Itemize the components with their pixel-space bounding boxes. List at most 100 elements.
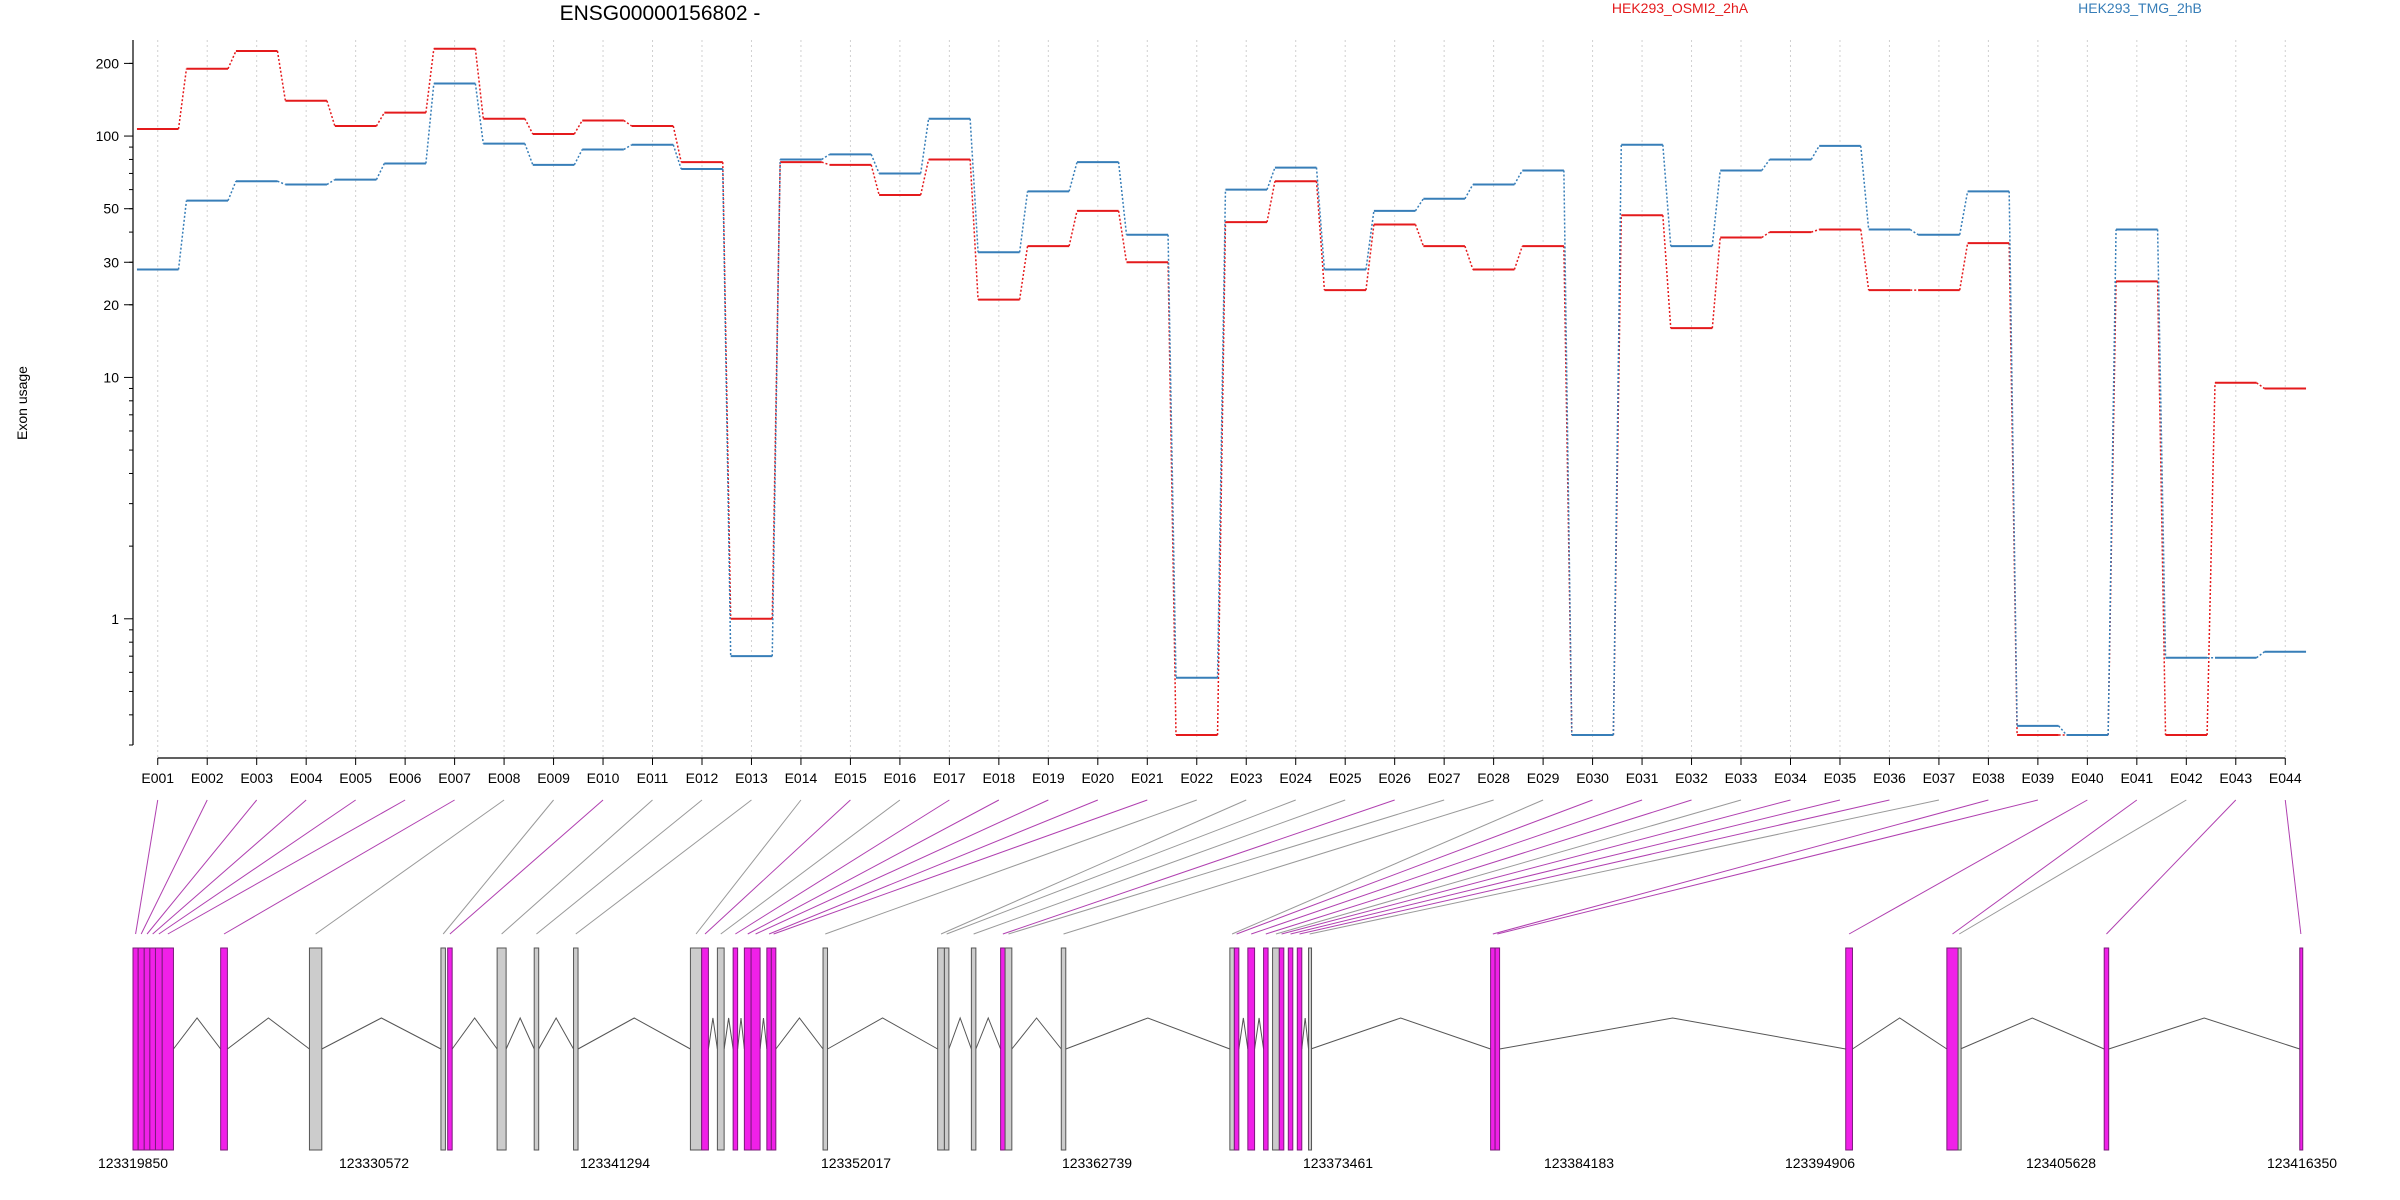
exon-connector xyxy=(158,799,356,935)
legend-series-osmi2: HEK293_OSMI2_2hA xyxy=(1611,0,1749,16)
x-tick-label: E011 xyxy=(637,770,669,786)
y-tick-label: 50 xyxy=(103,201,119,217)
exon-connector xyxy=(2106,799,2237,935)
exon-connector xyxy=(442,799,554,935)
x-tick-label: E007 xyxy=(438,770,471,786)
exon-block xyxy=(440,947,446,1151)
y-tick-label: 30 xyxy=(103,254,119,270)
intron-chevron xyxy=(1960,1017,2105,1050)
exon-connector xyxy=(152,799,307,935)
exon-connector xyxy=(536,799,703,935)
exon-block xyxy=(1278,947,1285,1151)
exon-connector xyxy=(1231,799,1544,935)
x-tick-label: E015 xyxy=(834,770,867,786)
x-tick-label: E019 xyxy=(1032,770,1065,786)
x-tick-label: E028 xyxy=(1477,770,1510,786)
intron-chevron xyxy=(948,1016,972,1050)
x-tick-label: E032 xyxy=(1675,770,1708,786)
x-tick-label: E008 xyxy=(488,770,521,786)
exon-block xyxy=(970,947,977,1151)
x-tick-label: E016 xyxy=(884,770,917,786)
x-tick-label: E022 xyxy=(1180,770,1213,786)
x-tick-label: E002 xyxy=(191,770,224,786)
exon-connector xyxy=(575,799,752,935)
x-tick-label: E021 xyxy=(1131,770,1164,786)
x-tick-label: E024 xyxy=(1279,770,1312,786)
exon-block xyxy=(161,947,174,1151)
x-tick-label: E039 xyxy=(2022,770,2055,786)
x-tick-label: E017 xyxy=(933,770,966,786)
x-tick-label: E042 xyxy=(2170,770,2203,786)
intron-chevron xyxy=(1254,1017,1265,1050)
intron-chevron xyxy=(1310,1017,1491,1050)
exon-block xyxy=(137,947,145,1151)
x-tick-label: E005 xyxy=(339,770,372,786)
exon-block xyxy=(1229,947,1235,1151)
exon-block xyxy=(1000,947,1006,1151)
exon-block xyxy=(447,947,453,1151)
x-tick-label: E034 xyxy=(1774,770,1807,786)
intron-chevron xyxy=(321,1017,442,1050)
intron-chevron xyxy=(707,1017,718,1050)
exon-connector xyxy=(501,799,653,935)
intron-chevron xyxy=(1011,1017,1062,1050)
exon-block xyxy=(1490,947,1496,1151)
x-tick-label: E003 xyxy=(240,770,273,786)
intron-chevron xyxy=(1238,1017,1249,1050)
genomic-tick-label: 123416350 xyxy=(2267,1155,2337,1171)
exon-block xyxy=(1247,947,1256,1151)
exon-connector xyxy=(315,799,505,935)
x-tick-label: E033 xyxy=(1725,770,1758,786)
x-tick-label: E044 xyxy=(2269,770,2302,786)
chart-title: ENSG00000156802 - xyxy=(559,2,761,25)
exon-connector xyxy=(449,799,604,935)
exon-block xyxy=(716,947,725,1151)
x-tick-label: E010 xyxy=(587,770,620,786)
exon-block xyxy=(143,947,151,1151)
exon-connector xyxy=(773,799,1148,935)
intron-chevron xyxy=(827,1017,938,1050)
genomic-tick-label: 123319850 xyxy=(98,1155,168,1171)
exon-connector xyxy=(720,799,901,935)
y-tick-label: 1 xyxy=(111,611,119,627)
series-1-line xyxy=(177,83,2265,736)
exon-block xyxy=(1946,947,1959,1151)
exon-connector xyxy=(946,799,1296,935)
exon-block xyxy=(132,947,139,1151)
exon-connector xyxy=(704,799,851,935)
x-tick-label: E013 xyxy=(735,770,768,786)
exon-connector xyxy=(973,799,1346,935)
genomic-tick-label: 123362739 xyxy=(1062,1155,1132,1171)
exon-block xyxy=(1845,947,1853,1151)
x-tick-label: E043 xyxy=(2219,770,2252,786)
exon-connector xyxy=(167,799,406,935)
x-tick-label: E009 xyxy=(537,770,570,786)
x-tick-label: E036 xyxy=(1873,770,1906,786)
exon-connector xyxy=(1251,799,1643,935)
exon-connector xyxy=(695,799,802,935)
exon-block xyxy=(573,947,579,1151)
y-tick-label: 10 xyxy=(103,369,119,385)
x-tick-label: E026 xyxy=(1378,770,1411,786)
exon-connector xyxy=(1309,799,1940,935)
exon-connector xyxy=(755,799,1049,935)
exon-block xyxy=(1272,947,1280,1151)
exon-block xyxy=(1308,947,1313,1151)
exon-block xyxy=(1263,947,1269,1151)
exon-connector xyxy=(135,799,159,935)
exon-block xyxy=(937,947,945,1151)
exon-connector xyxy=(1275,799,1742,935)
x-tick-label: E004 xyxy=(290,770,323,786)
y-tick-label: 20 xyxy=(103,297,119,313)
x-tick-label: E018 xyxy=(983,770,1016,786)
x-tick-label: E025 xyxy=(1329,770,1362,786)
y-tick-label: 100 xyxy=(96,128,120,144)
intron-chevron xyxy=(538,1016,574,1050)
exon-block xyxy=(1004,947,1013,1151)
genomic-tick-label: 123352017 xyxy=(821,1155,891,1171)
exon-connector xyxy=(1281,799,1791,935)
intron-chevron xyxy=(775,1017,824,1050)
intron-chevron xyxy=(1852,1017,1948,1050)
intron-chevron xyxy=(1301,1017,1310,1050)
